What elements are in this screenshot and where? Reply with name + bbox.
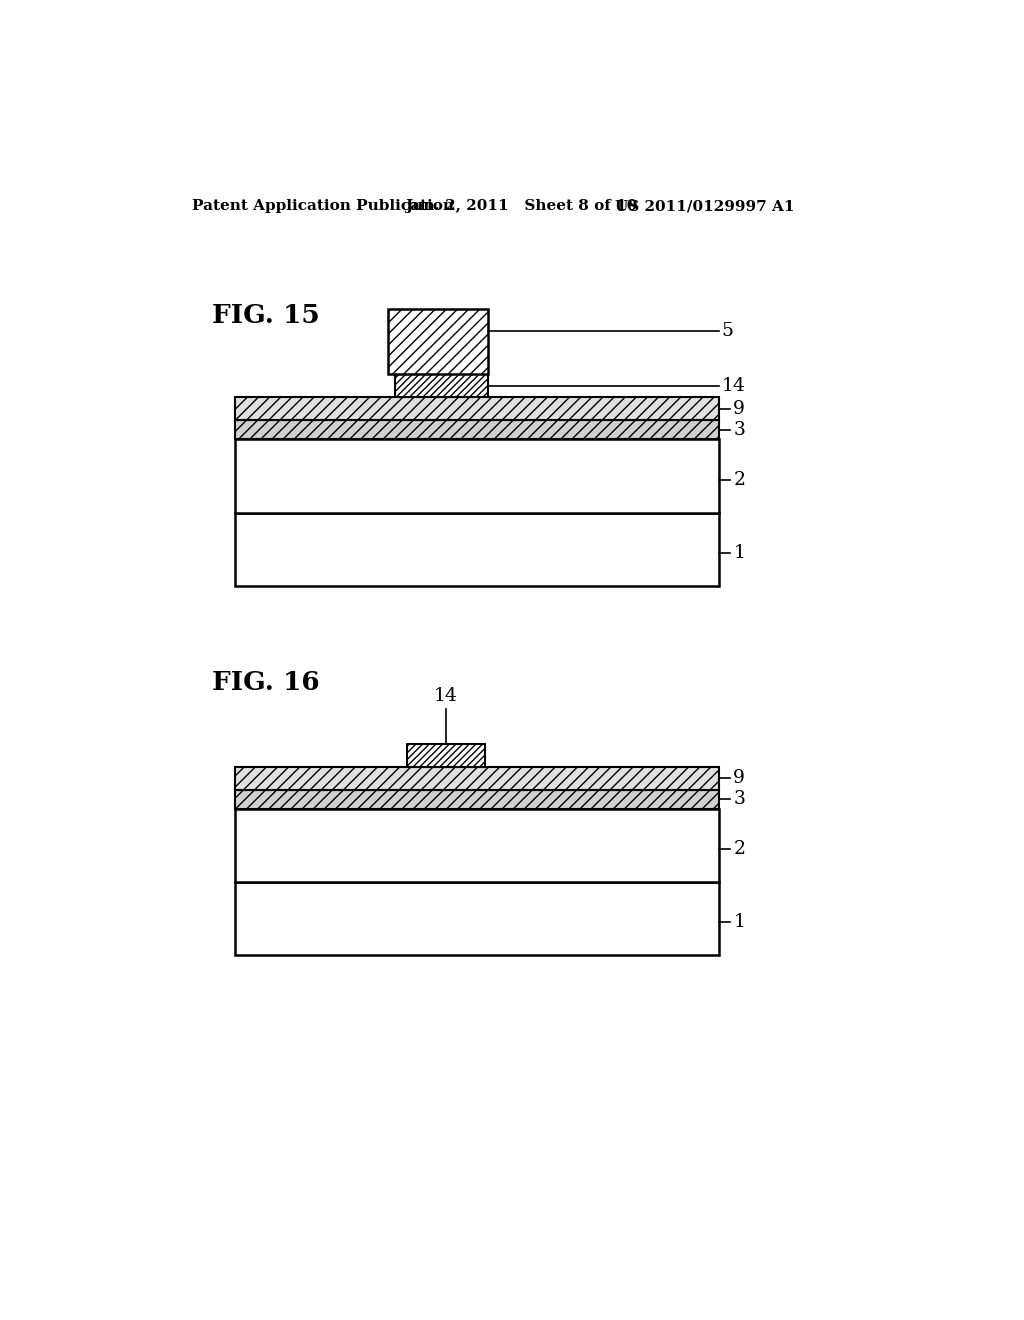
Text: US 2011/0129997 A1: US 2011/0129997 A1: [614, 199, 795, 213]
Text: 1: 1: [733, 913, 745, 932]
Text: FIG. 16: FIG. 16: [212, 671, 319, 696]
Text: 2: 2: [733, 471, 745, 488]
Bar: [388, 309, 488, 374]
Text: Jun. 2, 2011   Sheet 8 of 10: Jun. 2, 2011 Sheet 8 of 10: [406, 199, 638, 213]
Bar: [234, 767, 719, 789]
Text: 3: 3: [733, 421, 745, 438]
Bar: [234, 420, 719, 440]
Bar: [234, 789, 719, 809]
Text: 14: 14: [434, 688, 458, 705]
Text: 2: 2: [733, 841, 745, 858]
Bar: [234, 397, 719, 420]
Text: Patent Application Publication: Patent Application Publication: [191, 199, 454, 213]
Bar: [234, 809, 719, 882]
Bar: [234, 882, 719, 956]
Bar: [234, 512, 719, 586]
Bar: [234, 440, 719, 512]
Text: 14: 14: [722, 376, 745, 395]
Text: 9: 9: [733, 400, 745, 417]
Text: 9: 9: [733, 770, 745, 787]
Bar: [395, 374, 488, 397]
Text: FIG. 15: FIG. 15: [212, 304, 319, 329]
Text: 3: 3: [733, 791, 745, 808]
Bar: [407, 743, 484, 767]
Text: 5: 5: [722, 322, 733, 341]
Text: 1: 1: [733, 544, 745, 562]
